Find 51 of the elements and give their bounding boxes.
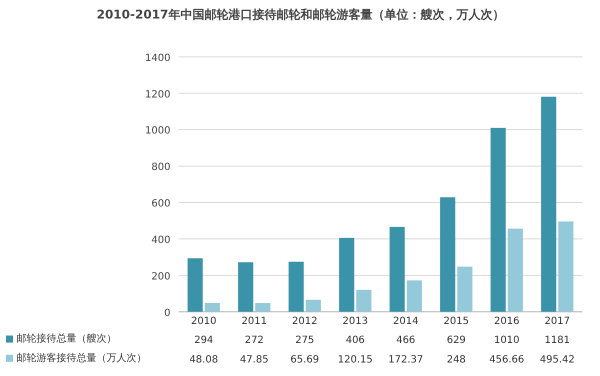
x-tick-label: 2017 [544,316,570,327]
y-tick-label: 800 [151,162,171,174]
bar [541,96,556,312]
data-label: 466 [396,335,416,346]
bar [288,262,304,312]
y-tick-label: 600 [151,198,171,210]
chart-title: 2010-2017年中国邮轮港口接待邮轮和邮轮游客量（单位：艘次，万人次） [96,8,504,22]
data-label: 172.37 [388,354,424,366]
x-tick-label: 2012 [292,316,318,327]
x-tick-label: 2014 [393,316,418,327]
bar [238,262,254,312]
data-label: 294 [194,335,214,346]
data-label: 65.69 [290,354,320,366]
bar [204,303,220,312]
y-tick-label: 1000 [145,126,171,137]
bar [356,290,372,312]
y-tick-label: 200 [151,271,171,282]
legend-label: 邮轮游客接待总量（万人次） [16,352,146,364]
data-label: 1010 [494,335,520,346]
x-tick-label: 2011 [242,316,267,327]
data-label: 1181 [544,335,570,346]
data-label: 120.15 [338,354,373,366]
data-label: 48.08 [189,354,218,366]
bar [306,300,321,312]
bar [188,258,203,312]
data-label: 495.42 [540,354,575,366]
data-label: 456.66 [489,354,524,366]
x-tick-label: 2015 [444,316,469,327]
y-tick-label: 0 [164,308,171,319]
legend-label: 邮轮接待总量（艘次） [16,332,116,345]
bar [255,303,270,312]
data-label: 629 [446,335,466,346]
data-label: 47.85 [240,354,269,366]
data-label: 248 [446,354,466,366]
bar [440,197,456,312]
x-tick-label: 2013 [342,316,368,327]
bar [406,280,422,312]
y-tick-label: 400 [151,234,171,246]
bar [339,238,354,312]
x-tick-label: 2010 [191,316,216,327]
y-tick-label: 1400 [145,52,171,64]
bar [490,128,506,312]
x-tick-label: 2016 [494,316,520,327]
y-tick-label: 1200 [145,89,171,100]
bar [457,266,472,312]
bar [558,222,574,312]
data-label: 406 [346,335,365,346]
bar [508,228,523,312]
data-label: 275 [295,335,314,346]
bar [390,226,405,312]
data-label: 272 [244,335,264,346]
